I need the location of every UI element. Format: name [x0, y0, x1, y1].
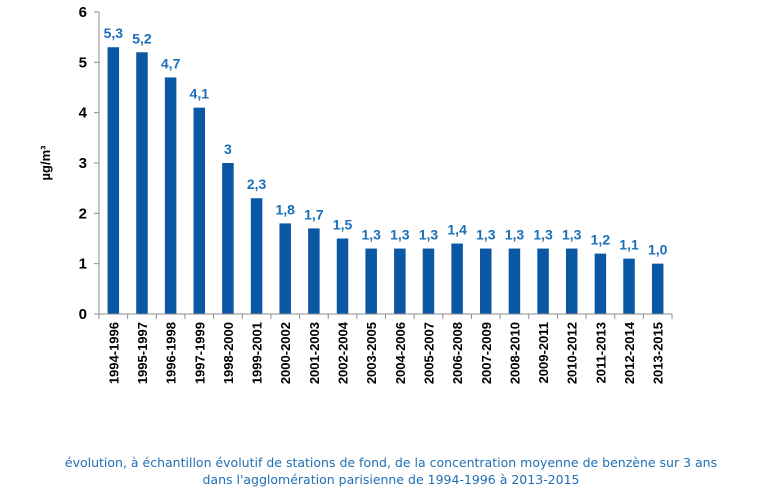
x-tick-label: 2008-2010: [507, 322, 522, 384]
x-tick-label: 2006-2008: [450, 322, 465, 384]
y-tick-label: 1: [79, 256, 87, 273]
bar: [365, 248, 377, 314]
x-tick-label: 1997-1999: [192, 322, 207, 384]
bar: [279, 223, 291, 314]
y-tick-label: 2: [79, 205, 87, 222]
data-label: 5,3: [104, 25, 124, 41]
bars: [107, 47, 664, 315]
data-label: 1,4: [447, 222, 467, 238]
y-tick-label: 6: [79, 4, 87, 21]
bar: [222, 163, 234, 314]
data-label: 1,5: [333, 217, 353, 233]
x-tick-label: 2010-2012: [565, 322, 580, 384]
data-label: 4,7: [161, 55, 181, 71]
x-tick-label: 2007-2009: [479, 322, 494, 384]
bar: [623, 258, 635, 314]
x-tick-label: 2000-2002: [278, 322, 293, 384]
bar: [308, 228, 320, 314]
x-tick-label: 2011-2013: [593, 322, 608, 383]
bar: [537, 248, 549, 314]
bar: [508, 248, 521, 314]
data-label: 1,8: [275, 201, 295, 217]
x-tick-label: 2013-2015: [651, 322, 666, 384]
bar-chart: 0 1 2 3 4 5 6 5,3 5,2 4,7 4,1 3 2,3 1,8 1,7 1,5 1,3 1,3 1…: [38, 4, 673, 384]
data-label: 1,3: [505, 227, 525, 243]
data-label: 1,3: [419, 227, 439, 243]
y-tick-label: 3: [79, 155, 87, 172]
bar: [107, 47, 120, 314]
data-label: 1,3: [390, 227, 410, 243]
bar: [594, 253, 607, 314]
x-tick-label: 1996-1998: [164, 322, 179, 384]
caption-line-2: dans l'agglomération parisienne de 1994-…: [202, 472, 580, 487]
data-label: 1,2: [591, 232, 611, 248]
data-label: 1,3: [361, 227, 381, 243]
data-label: 1,3: [533, 227, 553, 243]
bar: [394, 248, 406, 314]
data-label: 1,3: [476, 227, 496, 243]
data-labels: 5,3 5,2 4,7 4,1 3 2,3 1,8 1,7 1,5 1,3 1,3 1,3 1,4 1,3…: [104, 25, 668, 257]
x-tick-label: 1995-1997: [135, 322, 150, 384]
y-tick-label: 4: [79, 105, 88, 122]
bar: [565, 248, 578, 314]
bar: [651, 263, 664, 314]
y-axis-label: µg/m³: [38, 145, 53, 181]
data-label: 1,1: [619, 237, 639, 253]
x-tick-label: 2001-2003: [307, 322, 322, 384]
x-tick-label: 1998-2000: [221, 322, 236, 384]
x-tick-label: 2012-2014: [622, 321, 637, 384]
x-tick-label: 2003-2005: [364, 322, 379, 384]
x-tick-label: 1994-1996: [106, 322, 121, 384]
data-label: 5,2: [132, 30, 152, 46]
bar: [422, 248, 435, 314]
y-axis: 0 1 2 3 4 5 6: [79, 4, 100, 323]
y-tick-label: 0: [79, 306, 87, 323]
data-label: 3: [224, 141, 232, 157]
bar: [136, 52, 148, 315]
bar: [480, 248, 492, 314]
x-tick-label: 2009-2011: [536, 322, 551, 383]
bar: [193, 107, 206, 314]
x-tick-label: 2002-2004: [336, 321, 351, 384]
data-label: 1,7: [304, 206, 324, 222]
x-tick-label: 2005-2007: [421, 322, 436, 384]
data-label: 4,1: [190, 86, 210, 102]
bar: [164, 77, 177, 314]
data-label: 1,3: [562, 227, 582, 243]
x-tick-label: 1999-2001: [250, 322, 265, 384]
data-label: 2,3: [247, 176, 267, 192]
bar: [250, 198, 263, 314]
x-tick-label: 2004-2006: [393, 322, 408, 384]
bar: [336, 238, 349, 314]
bar: [451, 243, 463, 314]
x-axis: 1994-1996 1995-1997 1996-1998 1997-1999 1998…: [98, 313, 673, 384]
y-tick-label: 5: [79, 54, 87, 71]
caption-line-1: évolution, à échantillon évolutif de sta…: [64, 455, 718, 470]
data-label: 1,0: [648, 242, 668, 258]
